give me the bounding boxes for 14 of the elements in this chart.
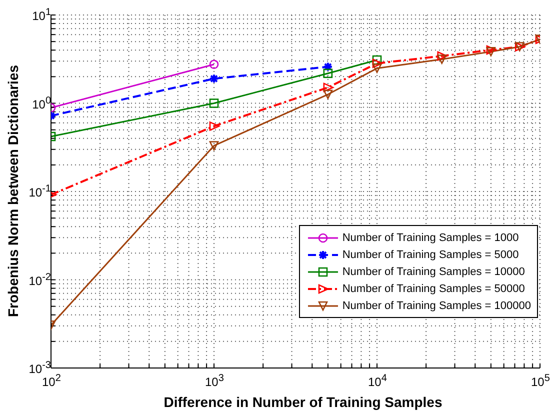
legend-label: Number of Training Samples = 100000 [342,300,531,312]
y-axis-title: Frobenius Norm between Dictionaries [5,64,21,318]
y-tick-label: 10$^{0}$ [32,94,52,112]
legend-label: Number of Training Samples = 10000 [342,266,525,278]
y-tick-label: 10$^{-2}$ [28,271,52,288]
x-tick-label: 10$^{4}$ [368,372,388,389]
x-axis-title: Difference in Number of Training Samples [162,394,444,410]
y-tick-label: 10$^{-1}$ [28,183,52,200]
y-tick-label: 10$^{1}$ [32,6,52,23]
legend-label: Number of Training Samples = 1000 [342,232,519,244]
legend-label: Number of Training Samples = 50000 [342,282,525,294]
x-tick-label: 10$^{5}$ [531,372,550,389]
legend-label: Number of Training Samples = 5000 [342,248,519,260]
x-tick-label: 10$^{3}$ [205,372,224,389]
